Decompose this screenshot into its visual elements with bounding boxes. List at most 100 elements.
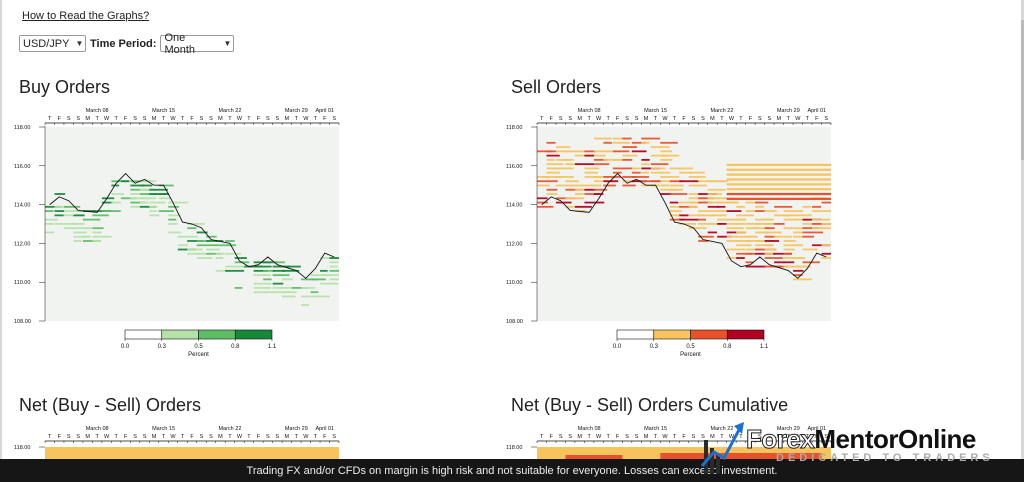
- heat-cell: [546, 150, 558, 153]
- heat-cell: [745, 265, 766, 268]
- heat-cell: [263, 261, 279, 264]
- day-letter: W: [237, 116, 243, 122]
- heat-cell: [565, 180, 579, 183]
- day-letter: F: [550, 116, 554, 122]
- heat-band: [726, 163, 831, 167]
- heat-cell: [272, 287, 294, 289]
- heat-cell: [215, 252, 225, 255]
- heat-cell: [802, 205, 812, 208]
- heat-cell: [821, 244, 831, 247]
- heat-cell: [82, 218, 101, 221]
- day-letter: S: [758, 116, 762, 122]
- heat-cell: [717, 210, 730, 212]
- day-letter: T: [739, 434, 743, 440]
- heat-cell: [717, 205, 726, 208]
- heat-cell: [45, 231, 55, 234]
- heat-cell: [669, 214, 685, 217]
- heat-cell: [726, 231, 746, 234]
- heat-cell: [669, 167, 685, 170]
- heat-cell: [45, 210, 54, 212]
- day-letter: S: [635, 434, 639, 440]
- day-letter: W: [596, 434, 602, 440]
- heat-cell: [745, 235, 758, 238]
- day-letter: M: [644, 116, 649, 122]
- heat-cell: [669, 210, 682, 212]
- day-letter: T: [787, 116, 791, 122]
- how-to-read-link[interactable]: How to Read the Graphs?: [22, 10, 150, 22]
- heat-cell: [537, 180, 558, 183]
- legend-tick-label: 1.1: [268, 344, 277, 350]
- heat-cell: [54, 205, 71, 208]
- day-letter: T: [181, 434, 185, 440]
- heat-cell: [310, 295, 330, 298]
- heat-cell: [320, 269, 328, 272]
- heat-cell: [272, 282, 284, 285]
- heat-cell: [546, 176, 563, 178]
- day-letter: W: [596, 116, 602, 122]
- heat-cell: [101, 201, 114, 204]
- legend-swatch: [234, 329, 273, 340]
- heat-cell: [726, 210, 742, 212]
- heat-cell: [707, 188, 717, 191]
- month-label: April 01: [807, 426, 826, 432]
- day-letter: S: [276, 434, 280, 440]
- heat-band: [726, 178, 831, 181]
- day-letter: W: [237, 434, 243, 440]
- currency-pair-select[interactable]: USD/JPY ▼: [19, 35, 86, 52]
- day-letter: M: [577, 434, 582, 440]
- scrollbar-thumb[interactable]: [1021, 20, 1024, 160]
- heat-cell: [698, 235, 714, 238]
- heat-cell: [584, 150, 597, 153]
- heat-cell: [187, 227, 197, 230]
- heat-cell: [272, 269, 286, 272]
- day-letter: W: [662, 434, 668, 440]
- heat-cell: [755, 218, 774, 221]
- scrollbar-track[interactable]: [1021, 0, 1024, 482]
- heat-cell: [73, 240, 82, 242]
- heat-cell: [196, 257, 213, 259]
- heat-cell: [168, 218, 177, 221]
- day-letter: S: [768, 116, 772, 122]
- heat-cell: [669, 201, 679, 204]
- heat-cell: [812, 223, 831, 225]
- legend-tick-label: 0.3: [158, 344, 167, 350]
- heat-cell: [679, 214, 689, 217]
- heat-cell: [149, 205, 158, 208]
- heat-cell: [755, 244, 774, 247]
- day-letter: F: [190, 434, 194, 440]
- price-tick-label: 114.00: [506, 203, 522, 209]
- heat-cell: [565, 150, 578, 153]
- price-tick-label: 112.00: [14, 241, 30, 247]
- day-letter: M: [152, 116, 157, 122]
- heat-cell: [745, 240, 764, 242]
- heat-cell: [584, 176, 602, 178]
- heat-cell: [253, 265, 272, 268]
- heat-cell: [253, 261, 271, 264]
- time-period-select[interactable]: One Month ▼: [160, 32, 235, 56]
- heat-cell: [641, 158, 650, 161]
- day-letter: T: [95, 116, 99, 122]
- legend-tick-label: 0.0: [613, 344, 622, 350]
- heat-cell: [650, 154, 669, 157]
- heat-cell: [565, 205, 582, 208]
- net-area-red: [565, 455, 623, 462]
- heat-cell: [660, 188, 679, 191]
- heat-cell: [329, 265, 338, 268]
- day-letter: T: [606, 434, 610, 440]
- heat-cell: [329, 269, 339, 272]
- heat-cell: [253, 269, 268, 272]
- heat-cell: [272, 261, 285, 264]
- heat-cell: [301, 304, 309, 306]
- heat-cell: [196, 244, 217, 247]
- heat-cell: [187, 252, 206, 255]
- day-letter: T: [673, 434, 677, 440]
- currency-pair-value: USD/JPY: [23, 37, 70, 50]
- price-tick-label: 116.00: [14, 164, 30, 170]
- heat-cell: [717, 197, 729, 200]
- heat-cell: [54, 223, 65, 225]
- heat-cell: [546, 158, 555, 161]
- heat-cell: [225, 252, 242, 255]
- day-letter: S: [625, 116, 629, 122]
- heat-cell: [225, 269, 245, 272]
- heat-cell: [774, 223, 785, 225]
